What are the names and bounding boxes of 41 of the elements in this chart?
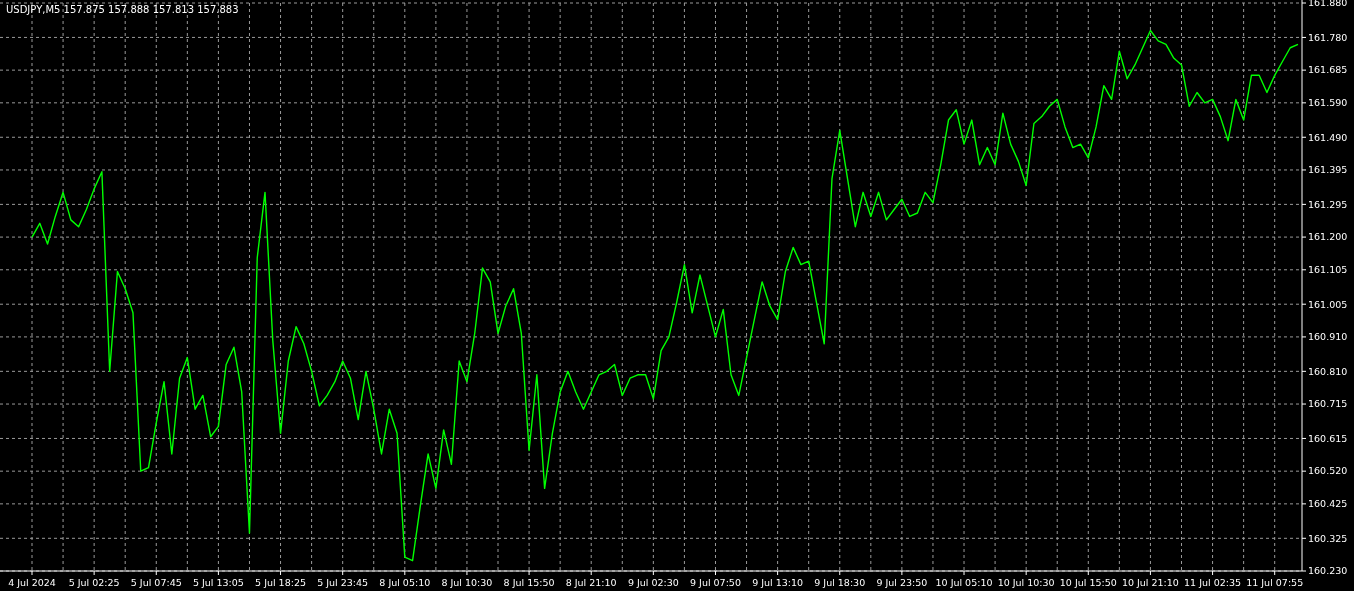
x-tick-label: 9 Jul 18:30: [814, 577, 866, 588]
y-tick-label: 160.230: [1308, 565, 1348, 577]
x-tick-label: 11 Jul 07:55: [1246, 577, 1304, 588]
y-tick-label: 161.200: [1308, 231, 1348, 243]
chart-title: USDJPY,M5 157.875 157.888 157.813 157.883: [6, 4, 239, 15]
y-tick-label: 161.685: [1308, 64, 1348, 76]
y-tick-label: 161.590: [1308, 97, 1348, 109]
y-tick-label: 160.425: [1308, 498, 1348, 510]
x-tick-label: 9 Jul 02:30: [627, 577, 679, 588]
y-tick-label: 161.780: [1308, 31, 1348, 43]
x-tick-label: 10 Jul 05:10: [935, 577, 993, 588]
x-tick-label: 9 Jul 23:50: [876, 577, 928, 588]
x-tick-label: 9 Jul 07:50: [690, 577, 741, 588]
x-tick-label: 8 Jul 05:10: [379, 577, 431, 588]
x-tick-label: 8 Jul 15:50: [503, 577, 555, 588]
y-tick-label: 160.520: [1308, 465, 1348, 477]
x-tick-label: 8 Jul 10:30: [441, 577, 493, 588]
x-tick-label: 5 Jul 23:45: [317, 577, 369, 588]
y-tick-label: 160.910: [1308, 331, 1348, 343]
x-tick-label: 10 Jul 15:50: [1059, 577, 1117, 588]
y-tick-label: 161.880: [1308, 0, 1348, 9]
x-tick-label: 9 Jul 13:10: [752, 577, 804, 588]
y-tick-label: 161.105: [1308, 264, 1348, 276]
y-tick-label: 160.615: [1308, 432, 1348, 444]
x-tick-label: 10 Jul 10:30: [997, 577, 1055, 588]
x-tick-label: 11 Jul 02:35: [1184, 577, 1242, 588]
line-series: [31, 29, 1299, 562]
x-tick-label: 5 Jul 18:25: [255, 577, 307, 588]
x-tick-label: 4 Jul 2024: [8, 577, 56, 588]
y-tick-label: 160.325: [1308, 532, 1348, 544]
y-tick-label: 161.490: [1308, 131, 1348, 143]
y-tick-label: 161.005: [1308, 298, 1348, 310]
y-tick-label: 160.715: [1308, 398, 1348, 410]
y-tick-label: 160.810: [1308, 365, 1348, 377]
x-tick-label: 5 Jul 13:05: [192, 577, 244, 588]
y-tick-label: 161.295: [1308, 198, 1348, 210]
x-tick-label: 8 Jul 21:10: [565, 577, 617, 588]
x-tick-label: 5 Jul 02:25: [68, 577, 120, 588]
x-tick-label: 5 Jul 07:45: [130, 577, 182, 588]
x-tick-label: 10 Jul 21:10: [1121, 577, 1179, 588]
y-tick-label: 161.395: [1308, 164, 1348, 176]
